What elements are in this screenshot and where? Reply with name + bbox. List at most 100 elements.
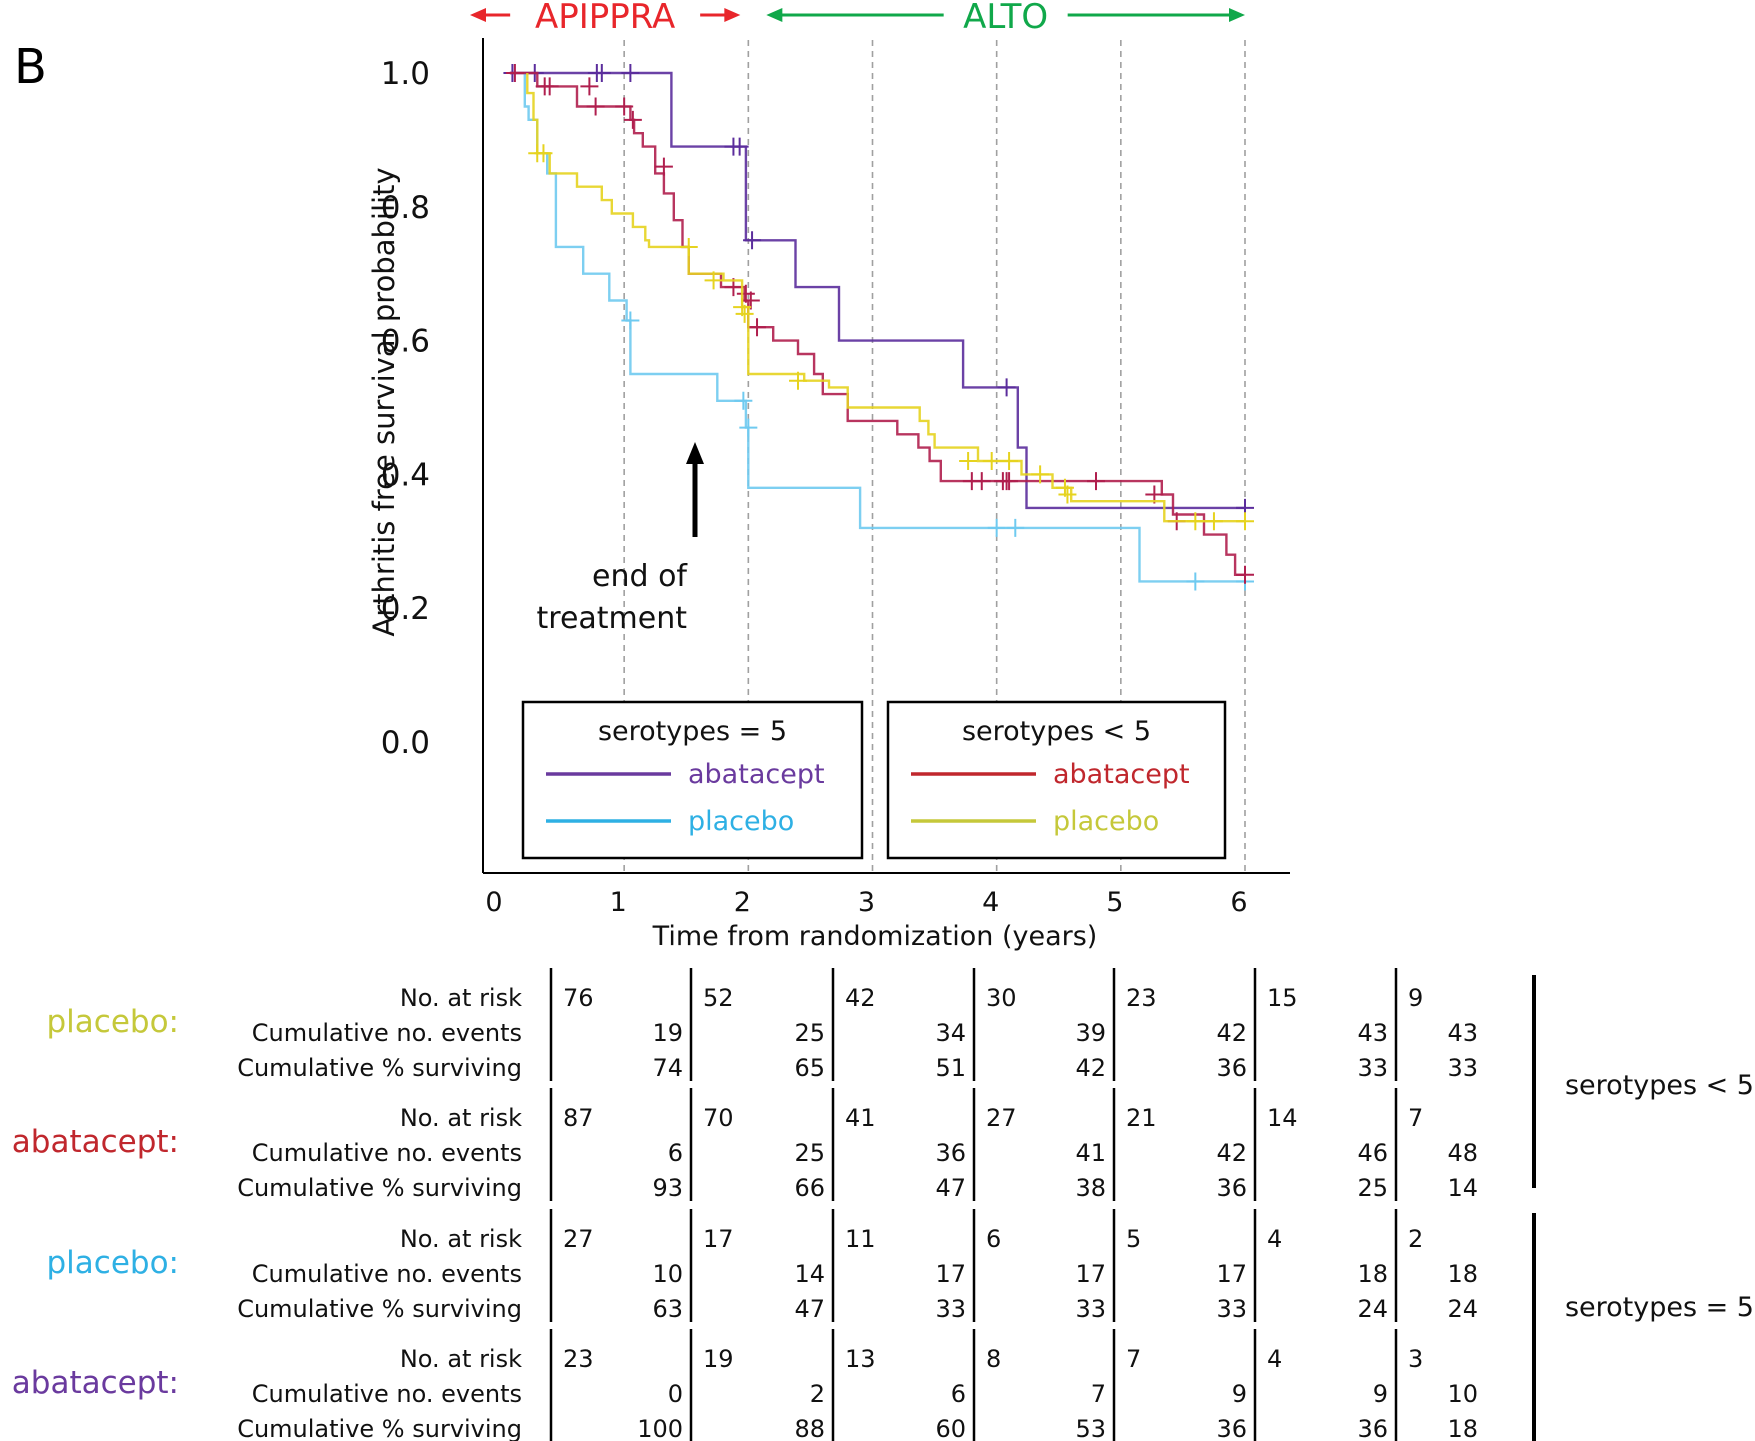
x-axis-label: Time from randomization (years): [652, 921, 1098, 952]
risk-events-value: 43: [1447, 1019, 1478, 1047]
risk-row-label: Cumulative no. events: [252, 1380, 522, 1408]
censor-mark: [1236, 512, 1254, 531]
subgroup-bracket-1: serotypes < 5: [1532, 975, 1754, 1188]
risk-surviving-value: 93: [652, 1174, 683, 1202]
risk-events-value: 14: [794, 1260, 825, 1288]
risk-row-label: Cumulative no. events: [252, 1019, 522, 1047]
y-axis-label: Arthritis free survival probability: [367, 167, 401, 636]
annotation-arrow-head: [686, 442, 704, 464]
risk-group-1: placebo: No. at risk Cumulative no. events…: [47, 968, 1478, 1082]
y-tick-label: 0.6: [381, 324, 430, 360]
y-tick-label: 0.4: [381, 457, 430, 493]
x-tick-label: 3: [858, 887, 875, 918]
risk-at-risk-value: 6: [986, 1225, 1001, 1253]
risk-events-value: 17: [935, 1260, 966, 1288]
x-tick-label: 4: [982, 887, 999, 918]
risk-group-2: abatacept: No. at risk Cumulative no. even…: [12, 1088, 1478, 1202]
legend-frame: [521, 700, 864, 860]
risk-row-label: No. at risk: [400, 1104, 522, 1132]
study-span-alto: ALTO: [766, 0, 1245, 37]
risk-events-value: 39: [1075, 1019, 1106, 1047]
risk-at-risk-value: 5: [1126, 1225, 1141, 1253]
censor-mark: [1186, 572, 1205, 591]
censor-mark: [1058, 485, 1077, 504]
legend-label: placebo: [688, 806, 794, 837]
censor-mark: [735, 304, 754, 323]
risk-events-value: 25: [794, 1019, 825, 1047]
end-of-treatment-annotation: end of treatment: [537, 442, 704, 636]
risk-at-risk-value: 7: [1408, 1104, 1423, 1132]
risk-at-risk-value: 27: [563, 1225, 594, 1253]
censor-mark: [679, 237, 698, 256]
risk-at-risk-value: 23: [563, 1345, 594, 1373]
span-arrow-left-head: [766, 8, 783, 22]
risk-arm-label: placebo:: [47, 1245, 180, 1281]
risk-events-value: 6: [668, 1139, 683, 1167]
risk-at-risk-value: 11: [845, 1225, 876, 1253]
censor-mark: [623, 110, 642, 129]
study-span-headers: APIPPRA ALTO: [470, 0, 1245, 37]
legend-title: serotypes = 5: [598, 716, 787, 747]
censor-mark: [621, 64, 640, 82]
censor-mark: [615, 97, 634, 116]
risk-surviving-value: 33: [1447, 1054, 1478, 1082]
risk-at-risk-value: 41: [845, 1104, 876, 1132]
censor-mark: [959, 452, 978, 471]
risk-surviving-value: 36: [1357, 1415, 1388, 1441]
risk-events-value: 48: [1447, 1139, 1478, 1167]
risk-at-risk-value: 3: [1408, 1345, 1423, 1373]
risk-surviving-value: 63: [652, 1295, 683, 1323]
risk-at-risk-value: 9: [1408, 984, 1423, 1012]
axes: [482, 38, 1290, 874]
risk-surviving-value: 42: [1075, 1054, 1106, 1082]
span-label: ALTO: [963, 0, 1048, 37]
censor-mark: [739, 418, 758, 437]
risk-events-value: 41: [1075, 1139, 1106, 1167]
risk-at-risk-value: 8: [986, 1345, 1001, 1373]
risk-events-value: 46: [1357, 1139, 1388, 1167]
risk-at-risk-value: 87: [563, 1104, 594, 1132]
censor-mark: [734, 391, 753, 410]
risk-at-risk-value: 19: [703, 1345, 734, 1373]
censor-mark: [534, 144, 553, 163]
censor-mark: [987, 518, 1006, 537]
x-tick-label: 6: [1230, 887, 1247, 918]
censor-mark: [592, 64, 611, 82]
censor-mark: [654, 157, 673, 176]
risk-row-label: No. at risk: [400, 1225, 522, 1253]
series-serotypes-5-placebo: [526, 73, 1254, 531]
censor-mark: [748, 318, 767, 337]
legend-label: abatacept: [688, 759, 825, 790]
censor-mark: [789, 371, 807, 390]
censor-mark: [704, 271, 723, 290]
span-arrow-left-head: [470, 8, 486, 22]
subgroup-bracket-2: serotypes = 5: [1532, 1213, 1754, 1441]
risk-events-value: 18: [1447, 1260, 1478, 1288]
risk-at-risk-value: 27: [986, 1104, 1017, 1132]
censor-mark: [997, 378, 1016, 397]
risk-at-risk-value: 21: [1126, 1104, 1157, 1132]
risk-row-label: Cumulative % surviving: [237, 1415, 522, 1441]
risk-at-risk-value: 14: [1267, 1104, 1298, 1132]
censor-mark: [982, 452, 1001, 471]
legend-title: serotypes < 5: [962, 716, 1151, 747]
risk-events-value: 42: [1216, 1019, 1247, 1047]
x-tick-label: 0: [485, 887, 502, 918]
risk-surviving-value: 88: [794, 1415, 825, 1441]
risk-surviving-value: 74: [652, 1054, 683, 1082]
x-tick-label: 2: [734, 887, 751, 918]
risk-surviving-value: 33: [1216, 1295, 1247, 1323]
risk-row-label: Cumulative % surviving: [237, 1054, 522, 1082]
risk-surviving-value: 36: [1216, 1174, 1247, 1202]
subgroup-bracket-label: serotypes = 5: [1565, 1292, 1754, 1323]
risk-surviving-value: 33: [1075, 1295, 1106, 1323]
risk-surviving-value: 100: [637, 1415, 683, 1441]
legend-label: abatacept: [1053, 759, 1190, 790]
risk-at-risk-value: 13: [845, 1345, 876, 1373]
risk-arm-label: abatacept:: [12, 1124, 179, 1160]
legend-label: placebo: [1053, 806, 1159, 837]
panel-label: B: [14, 39, 47, 95]
legend-box-2: serotypes < 5 abatacept placebo: [886, 700, 1227, 860]
risk-surviving-value: 25: [1357, 1174, 1388, 1202]
